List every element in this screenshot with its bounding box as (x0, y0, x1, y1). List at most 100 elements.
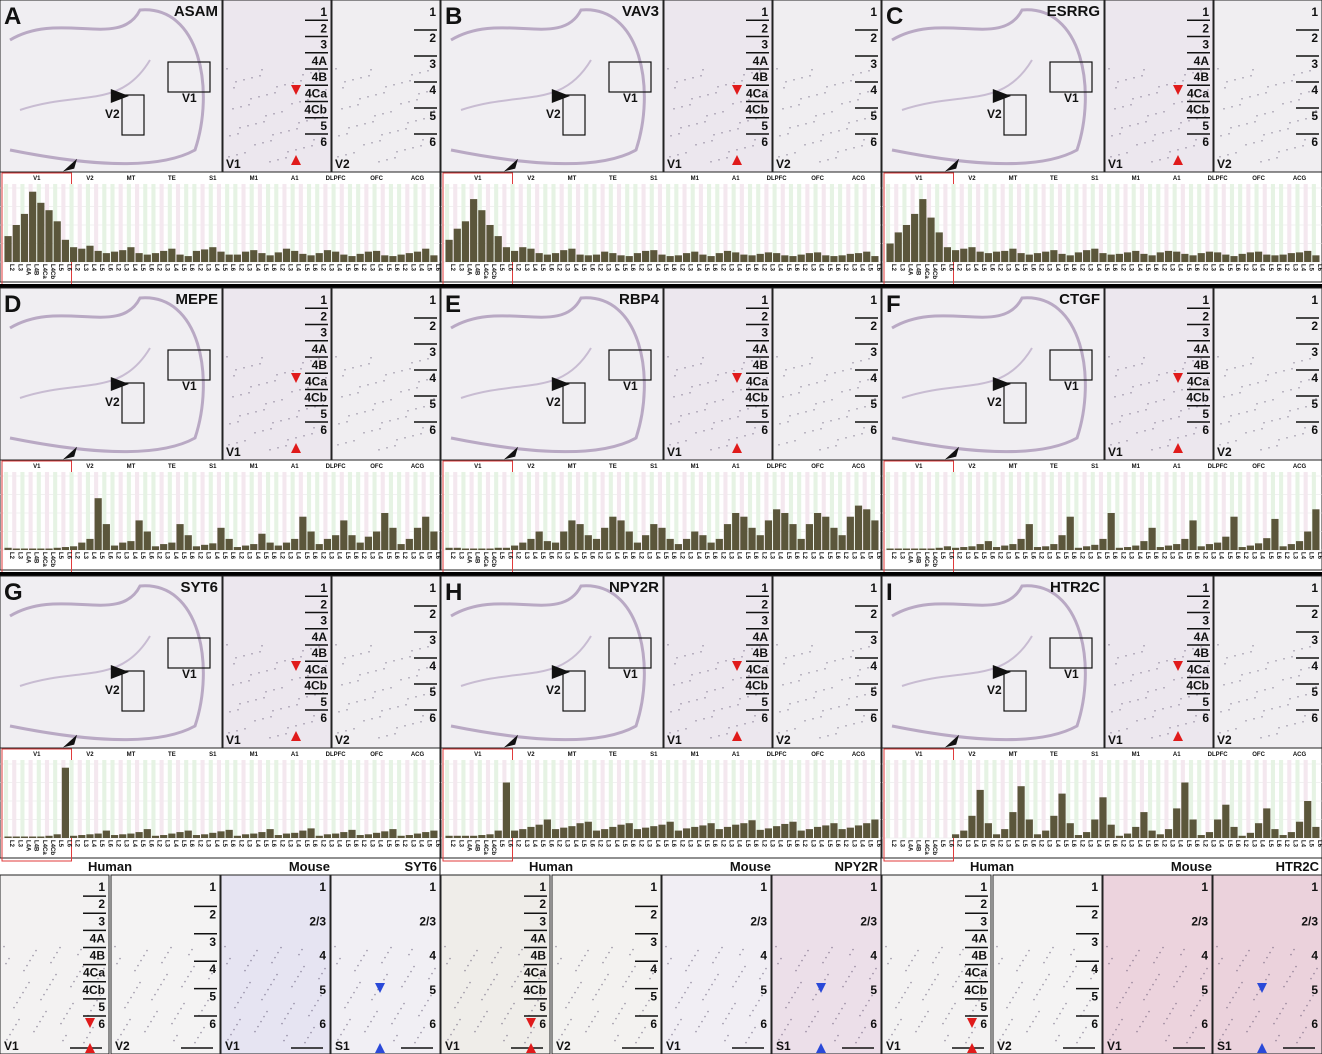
chart-stripe (332, 184, 336, 262)
cell-dot (1229, 1002, 1231, 1004)
cell-dot (381, 422, 383, 424)
cell-dot (419, 648, 421, 650)
gene-name: HTR2C (1050, 579, 1100, 596)
cell-dot (40, 999, 42, 1001)
column-label: V1 (226, 157, 241, 171)
layer-label: 5 (539, 1000, 546, 1014)
cell-dot (785, 369, 787, 371)
layer-label: 6 (429, 1017, 436, 1031)
cell-dot (738, 976, 740, 978)
cell-dot (1297, 696, 1299, 698)
region-header: OFC (370, 464, 383, 470)
thumbnail (0, 0, 222, 172)
cell-dot (77, 954, 79, 956)
bar (470, 836, 477, 838)
bar (527, 539, 534, 550)
cell-dot (1248, 950, 1250, 952)
cell-dot (1118, 1024, 1120, 1026)
bar (822, 517, 829, 550)
cell-dot (454, 1007, 456, 1009)
layer-label: 6 (761, 135, 768, 149)
bar-layer-label: L6 (393, 552, 399, 560)
bar-layer-label: L2 (890, 840, 896, 848)
bar (855, 506, 862, 550)
bar-layer-label: L3 (457, 552, 463, 560)
bar-layer-label: L4 (131, 552, 137, 560)
layer-label: 4Cb (1186, 103, 1209, 117)
bar (1116, 254, 1123, 262)
bar (993, 834, 1000, 838)
cell-dot (1021, 982, 1023, 984)
cell-dot (341, 684, 343, 686)
cell-dot (703, 718, 705, 720)
chart-stripe (453, 472, 457, 550)
cell-dot (678, 133, 680, 135)
cell-dot (692, 77, 694, 79)
region-header: A1 (732, 176, 740, 182)
cell-dot (342, 87, 344, 89)
cell-dot (464, 970, 466, 972)
chart-stripe (413, 760, 417, 838)
cell-dot (1267, 662, 1269, 664)
cell-dot (1026, 1031, 1028, 1033)
cell-dot (73, 981, 75, 983)
cell-dot (1167, 445, 1169, 447)
cell-dot (823, 689, 825, 691)
chart-stripe (381, 184, 385, 262)
cell-dot (561, 1034, 563, 1036)
layer-label: 5 (870, 983, 877, 997)
bar-layer-label: L2 (556, 552, 562, 560)
cell-dot (28, 982, 30, 984)
bar-layer-label: L4 (172, 264, 178, 272)
cell-dot (32, 955, 34, 957)
bar (1296, 822, 1303, 838)
region-header: MT (568, 176, 577, 182)
cell-dot (396, 727, 398, 729)
cell-dot (1223, 396, 1225, 398)
cell-dot (846, 128, 848, 130)
region-header: TE (1050, 176, 1058, 182)
layer-label: 6 (1202, 711, 1209, 725)
cell-dot (1257, 382, 1259, 384)
cell-dot (235, 657, 237, 659)
cell-dot (453, 1029, 455, 1031)
cell-dot (389, 420, 391, 422)
cell-dot (830, 708, 832, 710)
cell-dot (762, 973, 764, 975)
cell-dot (337, 444, 339, 446)
chart-stripe (78, 760, 82, 838)
cell-dot (254, 432, 256, 434)
bar (740, 517, 747, 550)
cell-dot (534, 1005, 536, 1007)
cell-dot (700, 75, 702, 77)
chart-stripe (1173, 184, 1177, 262)
chart-stripe (1271, 184, 1275, 262)
cell-dot (243, 367, 245, 369)
bar (1124, 547, 1131, 550)
cell-dot (671, 1034, 673, 1036)
bar (1230, 256, 1237, 262)
cell-dot (744, 966, 746, 968)
cell-dot (718, 159, 720, 161)
chart-stripe (266, 184, 270, 262)
bar (626, 256, 633, 262)
column-label: V1 (226, 733, 241, 747)
chart-stripe (642, 184, 646, 262)
cell-dot (918, 1026, 920, 1028)
cell-dot (1316, 968, 1318, 970)
region-header: M1 (691, 176, 700, 182)
bar (1198, 546, 1205, 550)
cell-dot (831, 399, 833, 401)
bar (699, 255, 706, 262)
cell-dot (345, 730, 347, 732)
cell-dot (779, 711, 781, 713)
cell-dot (341, 396, 343, 398)
bar-layer-label: L2 (760, 264, 766, 272)
bar-layer-label: L6 (588, 264, 594, 272)
chart-stripe (45, 760, 49, 838)
bar-layer-label: L6 (1234, 552, 1240, 560)
cell-dot (93, 1005, 95, 1007)
cell-dot (235, 81, 237, 83)
layer-label: 4A (753, 630, 769, 644)
bar-layer-label: L6 (834, 552, 840, 560)
